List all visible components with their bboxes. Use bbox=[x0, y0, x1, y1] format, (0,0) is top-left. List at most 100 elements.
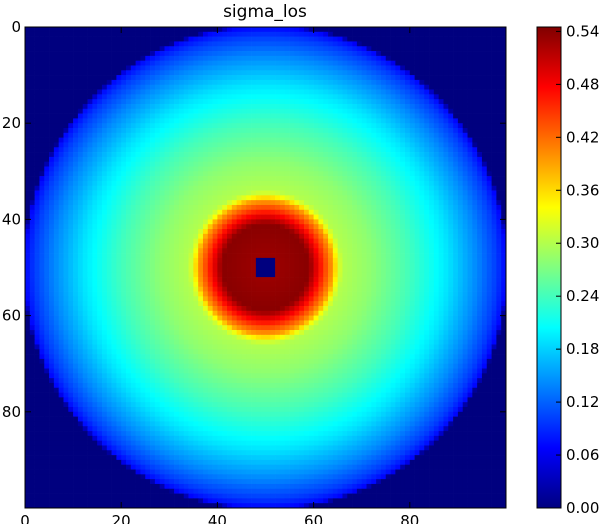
heatmap-cell bbox=[39, 79, 45, 86]
heatmap-cell bbox=[366, 248, 372, 254]
heatmap-cell bbox=[462, 70, 468, 76]
heatmap-cell bbox=[188, 99, 194, 105]
heatmap-cell bbox=[130, 132, 136, 138]
heatmap-cell bbox=[116, 180, 122, 187]
heatmap-cell bbox=[44, 108, 50, 114]
heatmap-cell bbox=[294, 27, 300, 33]
heatmap-cell bbox=[159, 185, 165, 191]
heatmap-cell bbox=[491, 190, 497, 196]
heatmap-cell bbox=[390, 204, 396, 211]
heatmap-cell bbox=[390, 70, 396, 76]
heatmap-cell bbox=[130, 209, 136, 215]
heatmap-cell bbox=[236, 128, 242, 134]
heatmap-cell bbox=[414, 55, 420, 62]
heatmap-cell bbox=[279, 204, 286, 211]
heatmap-cell bbox=[87, 224, 93, 230]
heatmap-cell bbox=[467, 65, 473, 71]
heatmap-cell bbox=[385, 70, 391, 76]
heatmap-cell bbox=[49, 60, 55, 66]
heatmap-cell bbox=[443, 84, 449, 90]
heatmap-cell bbox=[390, 84, 396, 90]
heatmap-cell bbox=[222, 204, 228, 211]
heatmap-cell bbox=[380, 161, 387, 167]
heatmap-cell bbox=[318, 79, 324, 86]
heatmap-cell bbox=[217, 128, 223, 134]
heatmap-cell bbox=[222, 99, 228, 105]
heatmap-cell bbox=[323, 70, 329, 76]
heatmap-cell bbox=[501, 219, 507, 225]
heatmap-cell bbox=[154, 176, 161, 182]
heatmap-cell bbox=[202, 200, 209, 206]
heatmap-cell bbox=[255, 108, 262, 114]
heatmap-cell bbox=[154, 27, 161, 33]
heatmap-cell bbox=[400, 99, 406, 105]
heatmap-cell bbox=[279, 89, 286, 95]
heatmap-cell bbox=[352, 257, 358, 264]
heatmap-cell bbox=[260, 84, 266, 90]
heatmap-cell bbox=[58, 103, 64, 110]
heatmap-cell bbox=[198, 108, 204, 114]
heatmap-cell bbox=[385, 243, 391, 249]
heatmap-cell bbox=[467, 113, 473, 119]
heatmap-cell bbox=[294, 171, 300, 177]
heatmap-cell bbox=[154, 185, 161, 191]
heatmap-cell bbox=[106, 166, 112, 172]
heatmap-cell bbox=[448, 118, 454, 124]
heatmap-cell bbox=[53, 224, 60, 230]
heatmap-cell bbox=[318, 156, 324, 163]
heatmap-cell bbox=[342, 70, 348, 76]
heatmap-cell bbox=[77, 132, 84, 138]
heatmap-cell bbox=[328, 118, 334, 124]
heatmap-cell bbox=[376, 60, 382, 66]
heatmap-cell bbox=[385, 200, 391, 206]
heatmap-cell bbox=[429, 190, 435, 196]
heatmap-cell bbox=[462, 243, 468, 249]
heatmap-cell bbox=[323, 166, 329, 172]
heatmap-cell bbox=[467, 79, 473, 86]
heatmap-cell bbox=[63, 118, 69, 124]
heatmap-cell bbox=[97, 204, 103, 211]
heatmap-cell bbox=[227, 248, 233, 254]
heatmap-cell bbox=[212, 137, 218, 143]
heatmap-cell bbox=[29, 128, 35, 134]
heatmap-cell bbox=[299, 180, 305, 187]
heatmap-cell bbox=[395, 137, 401, 143]
heatmap-cell bbox=[140, 51, 146, 57]
heatmap-cell bbox=[164, 209, 170, 215]
heatmap-cell bbox=[97, 84, 103, 90]
heatmap-cell bbox=[299, 257, 305, 264]
heatmap-cell bbox=[150, 99, 156, 105]
heatmap-cell bbox=[477, 46, 483, 52]
heatmap-cell bbox=[236, 108, 242, 114]
heatmap-cell bbox=[97, 128, 103, 134]
heatmap-cell bbox=[361, 132, 367, 138]
heatmap-cell bbox=[260, 200, 266, 206]
heatmap-cell bbox=[145, 147, 151, 153]
heatmap-cell bbox=[308, 60, 314, 66]
heatmap-cell bbox=[53, 51, 60, 57]
heatmap-cell bbox=[279, 84, 286, 90]
heatmap-cell bbox=[159, 243, 165, 249]
heatmap-cell bbox=[289, 166, 295, 172]
heatmap-cell bbox=[87, 195, 93, 201]
heatmap-cell bbox=[73, 55, 79, 62]
heatmap-cell bbox=[380, 137, 387, 143]
heatmap-cell bbox=[145, 51, 151, 57]
heatmap-cell bbox=[303, 209, 310, 215]
heatmap-cell bbox=[241, 253, 247, 259]
heatmap-cell bbox=[294, 204, 300, 211]
heatmap-cell bbox=[217, 46, 223, 52]
heatmap-cell bbox=[443, 248, 449, 254]
heatmap-cell bbox=[318, 209, 324, 215]
heatmap-cell bbox=[457, 27, 464, 33]
heatmap-cell bbox=[44, 51, 50, 57]
heatmap-cell bbox=[380, 75, 387, 81]
heatmap-cell bbox=[188, 224, 194, 230]
heatmap-cell bbox=[241, 248, 247, 254]
heatmap-cell bbox=[328, 137, 334, 143]
heatmap-cell bbox=[332, 224, 338, 230]
heatmap-cell bbox=[164, 142, 170, 148]
heatmap-cell bbox=[448, 94, 454, 100]
heatmap-cell bbox=[87, 180, 93, 187]
heatmap-cell bbox=[222, 166, 228, 172]
